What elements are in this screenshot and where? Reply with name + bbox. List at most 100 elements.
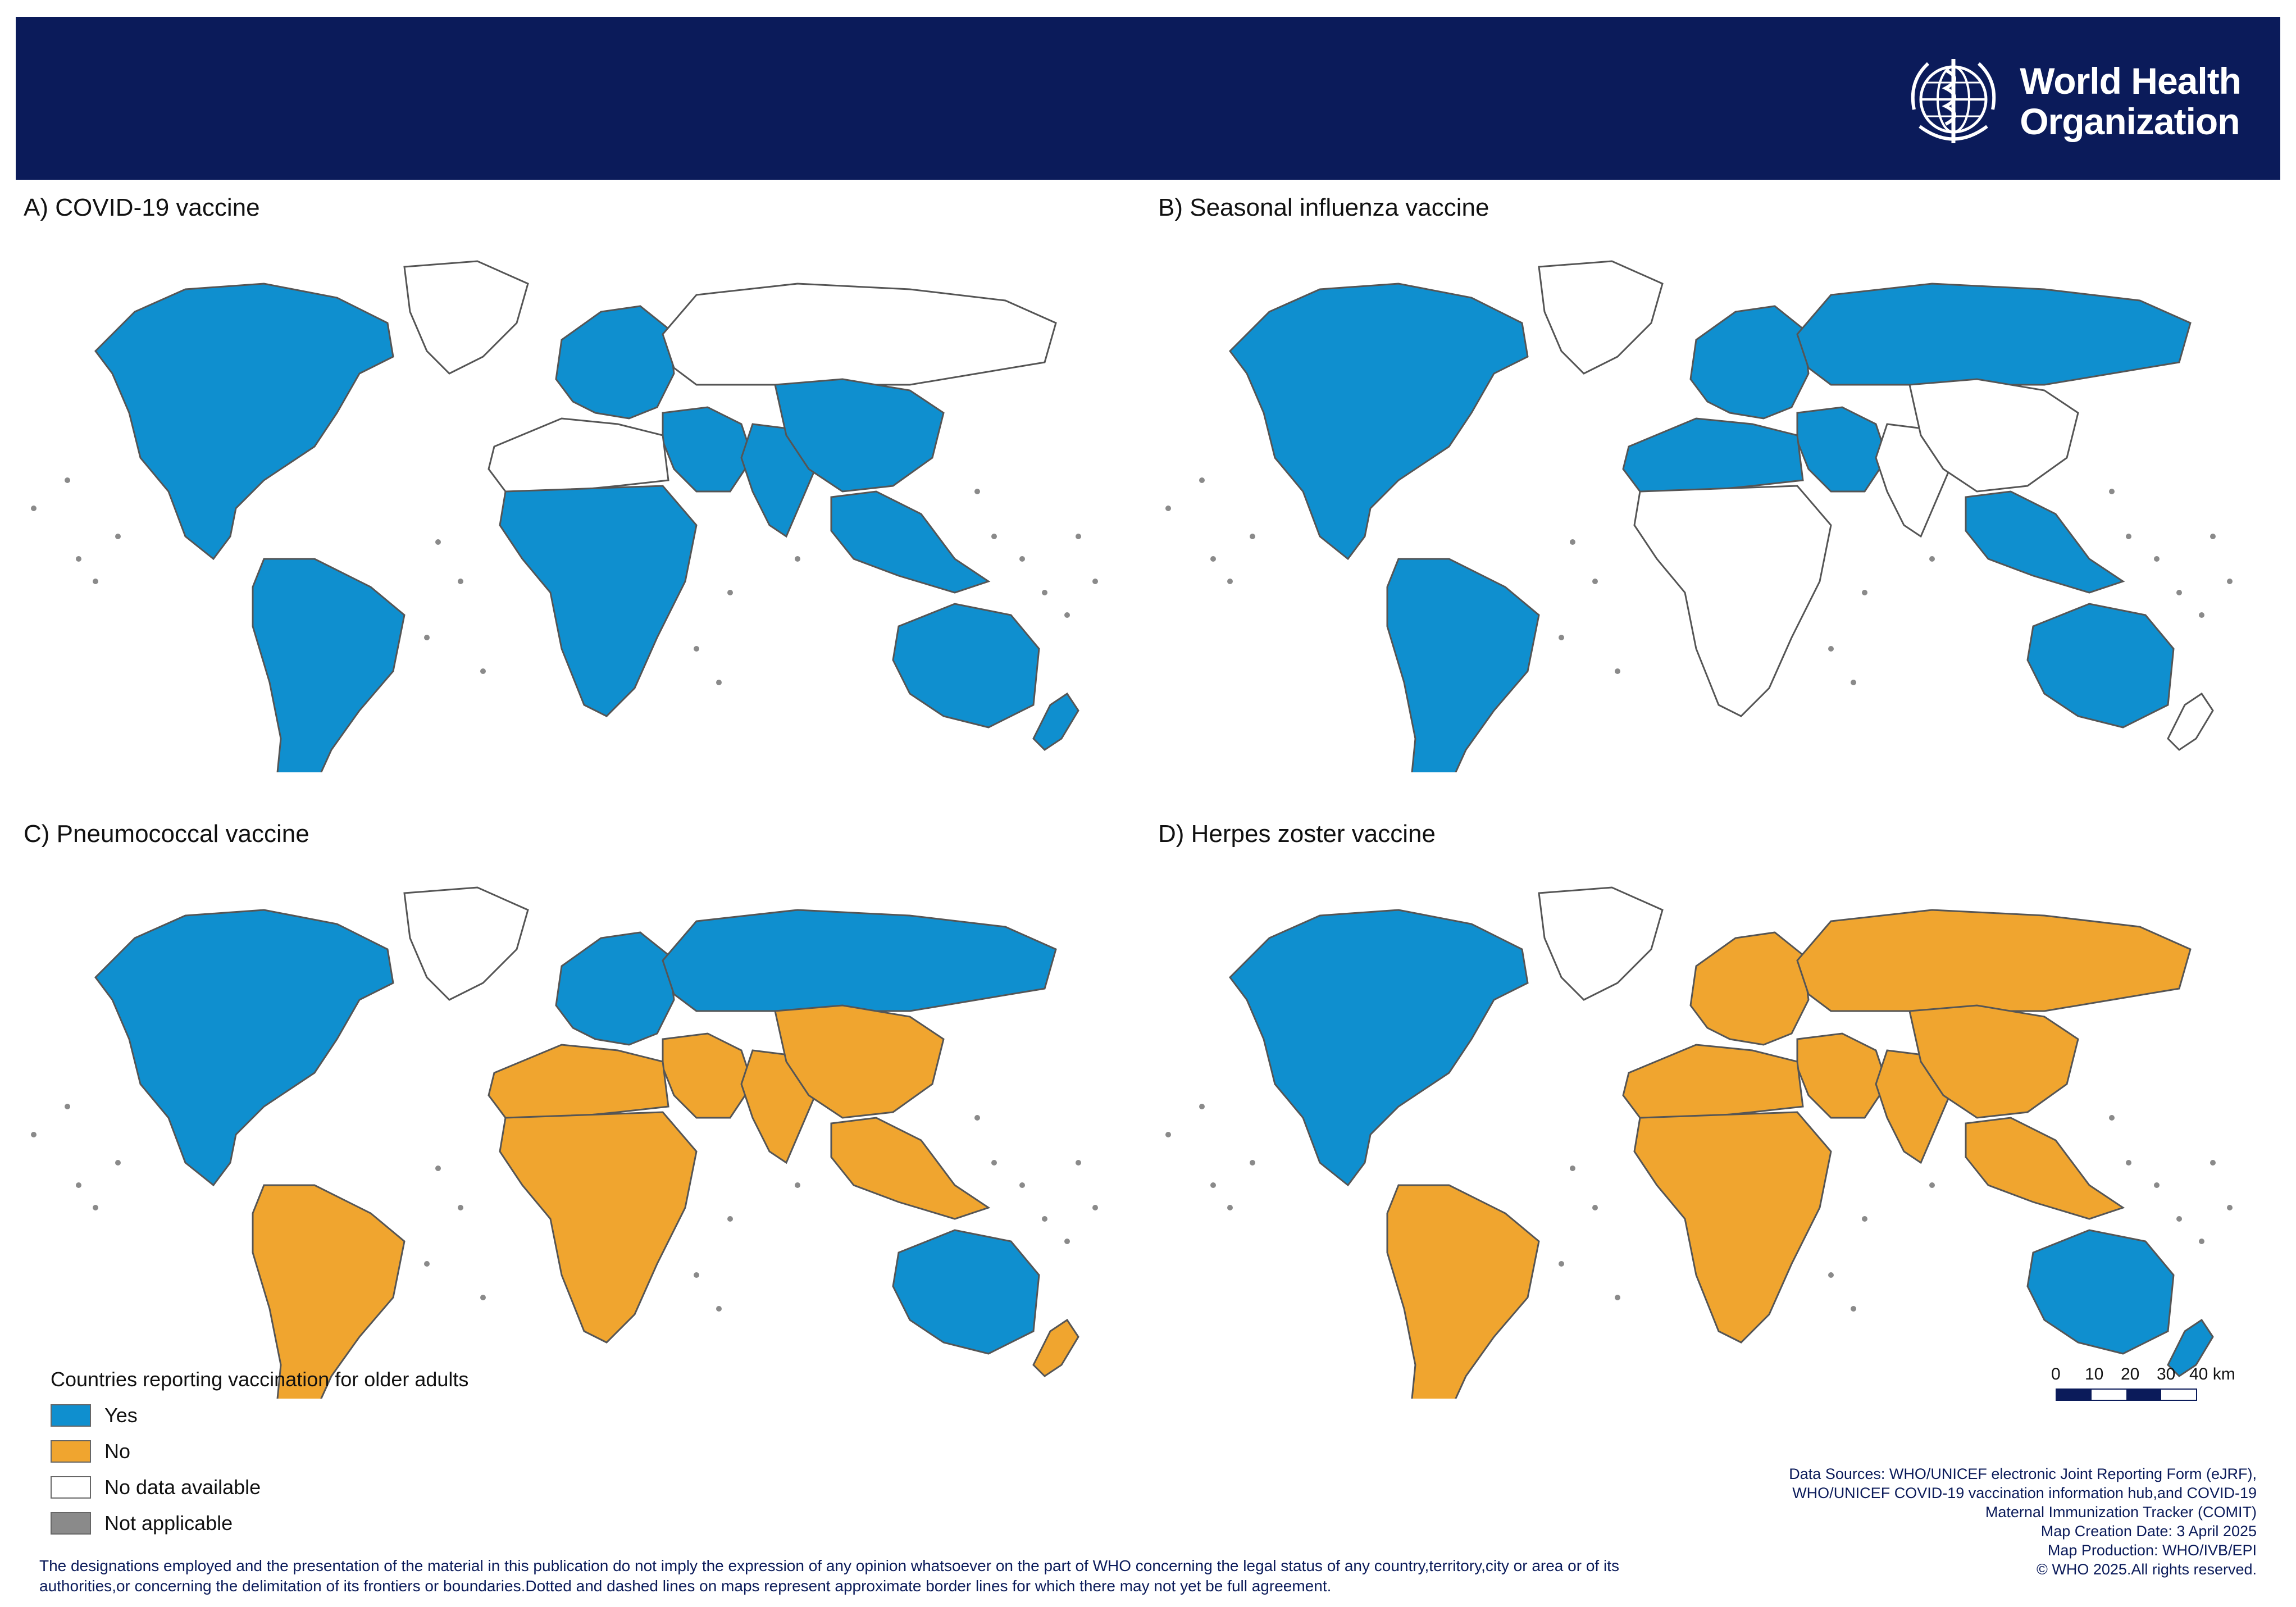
island-dot [31,506,37,511]
island-dot [2199,612,2204,618]
island-dot [2176,590,2182,595]
region-southeast-asia [830,490,991,594]
region-africa [1633,1111,1832,1344]
legend-title: Countries reporting vaccination for olde… [51,1368,469,1391]
panel-title: C) Pneumococcal vaccine [24,820,309,848]
island-dot [1019,556,1025,562]
island-dot [31,1132,37,1137]
island-dot [435,539,441,545]
region-south-america [1386,1184,1540,1399]
region-north-america [1229,909,1529,1187]
island-dot [1064,612,1070,618]
scale-label: 20 [2121,1365,2140,1383]
island-dot [424,635,430,640]
island-dot [1851,680,1856,685]
legend: Countries reporting vaccination for olde… [51,1368,468,1535]
region-new-zealand [1032,692,1079,751]
region-north-africa [1622,417,1804,493]
region-north-africa [488,1044,669,1119]
island-dot [1250,534,1255,539]
region-north-america [1229,283,1529,561]
island-dot [1199,477,1205,483]
who-logo: World Health Organization [1897,48,2242,154]
island-dot [974,489,980,494]
island-dot [1570,539,1575,545]
island-dot [1019,1182,1025,1188]
legend-swatch [51,1512,91,1535]
island-dot [1227,579,1233,584]
island-dot [1210,1182,1216,1188]
island-dot [458,1205,463,1210]
source-line: Map Creation Date: 3 April 2025 [2040,1523,2257,1540]
region-australia [2026,603,2175,729]
region-south-america [252,1184,406,1399]
island-dot [795,556,800,562]
legend-item: Not applicable [51,1512,468,1535]
island-dot [115,534,121,539]
island-dot [2126,1160,2131,1166]
island-dot [1862,1216,1867,1222]
scale-bar: 0 10 20 30 40 km [2051,1365,2247,1401]
region-greenland [403,260,529,375]
island-markers [1165,477,2233,685]
world-map [31,886,1098,1399]
region-north-america [94,909,394,1187]
org-name-line1: World Health [2020,60,2242,102]
region-europe [1689,931,1810,1046]
island-dot [1210,556,1216,562]
island-dot [974,1115,980,1121]
region-russia [662,909,1057,1012]
region-new-zealand [2167,1318,2214,1377]
island-dot [424,1261,430,1267]
scale-label: 40 km [2189,1365,2235,1383]
source-line: Maternal Immunization Tracker (COMIT) [1985,1504,2257,1520]
region-africa [499,485,698,717]
source-line: © WHO 2025.All rights reserved. [2036,1561,2257,1578]
region-russia [1796,283,2192,386]
island-dot [2210,534,2216,539]
island-dot [1851,1306,1856,1312]
scale-segment [2161,1390,2196,1400]
region-east-asia [1908,1004,2079,1119]
island-dot [1559,635,1564,640]
island-dot [1929,556,1935,562]
island-dot [65,477,70,483]
region-russia [1796,909,2192,1012]
legend-label: No data available [104,1476,261,1499]
region-north-africa [488,417,669,493]
island-dot [991,534,997,539]
island-dot [115,1160,121,1166]
region-australia [2026,1229,2175,1355]
scale-label: 0 [2051,1365,2061,1383]
island-dot [2154,1182,2160,1188]
island-dot [1042,1216,1047,1222]
map-panel: D) Herpes zoster vaccine [1135,820,2241,1410]
data-sources: Data Sources: WHO/UNICEF electronic Join… [1611,1464,2257,1579]
region-southeast-asia [1965,1117,2125,1220]
legend-swatch [51,1476,91,1499]
legend-label: No [104,1440,131,1463]
map-panel: C) Pneumococcal vaccine [0,820,1106,1410]
island-dot [1250,1160,1255,1166]
island-dot [1929,1182,1935,1188]
world-map [1165,886,2233,1399]
island-dot [2126,534,2131,539]
island-dot [1227,1205,1233,1210]
legend-label: Yes [104,1404,138,1427]
island-markers [31,477,1098,685]
header-banner: World Health Organization [16,17,2280,180]
island-dot [435,1166,441,1171]
island-dot [1862,590,1867,595]
region-southeast-asia [830,1117,991,1220]
region-europe [555,931,675,1046]
island-dot [2199,1239,2204,1244]
island-dot [1592,579,1598,584]
island-dot [480,668,486,674]
panel-title: A) COVID-19 vaccine [24,194,260,221]
island-dot [93,579,98,584]
region-africa [499,1111,698,1344]
island-dot [2227,1205,2233,1210]
scale-label: 10 [2085,1365,2104,1383]
region-africa [1633,485,1832,717]
legend-label: Not applicable [104,1512,233,1535]
